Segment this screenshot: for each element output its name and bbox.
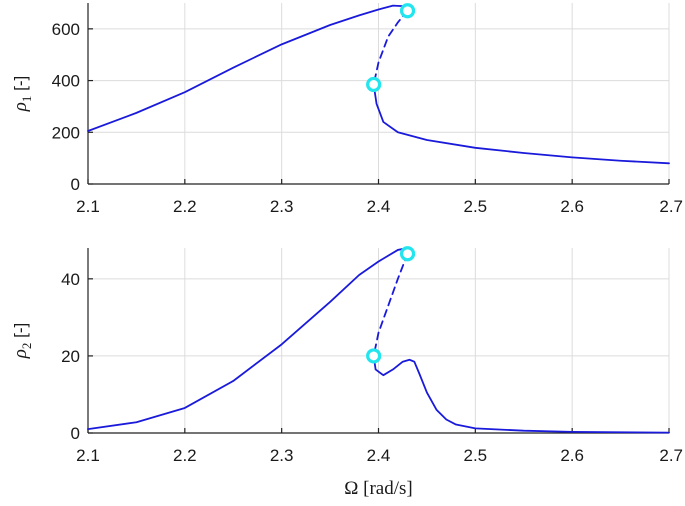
turning-point-marker bbox=[399, 3, 416, 19]
y-tick-label: 0 bbox=[71, 175, 80, 194]
x-tick-label: 2.2 bbox=[173, 197, 197, 216]
x-tick-label: 2.4 bbox=[367, 446, 391, 465]
x-tick-label: 2.6 bbox=[560, 446, 584, 465]
y-axis-label: ρ2 [-] bbox=[10, 323, 34, 359]
y-tick-label: 0 bbox=[71, 424, 80, 443]
unstable-branch-line bbox=[372, 252, 409, 357]
turning-point-marker bbox=[366, 76, 382, 93]
x-tick-label: 2.3 bbox=[270, 197, 294, 216]
x-tick-label: 2.6 bbox=[560, 197, 584, 216]
x-tick-label: 2.7 bbox=[659, 197, 683, 216]
x-tick-label: 2.1 bbox=[76, 446, 100, 465]
x-tick-label: 2.4 bbox=[367, 197, 391, 216]
stable-branch-line bbox=[87, 4, 409, 132]
stable-branch-line bbox=[372, 355, 670, 434]
x-tick-label: 2.2 bbox=[173, 446, 197, 465]
y-tick-label: 40 bbox=[61, 270, 80, 289]
y-axis-label: ρ1 [-] bbox=[10, 76, 34, 112]
x-tick-label: 2.1 bbox=[76, 197, 100, 216]
turning-point-marker bbox=[366, 348, 382, 364]
y-tick-label: 400 bbox=[52, 72, 80, 91]
y-tick-label: 200 bbox=[52, 123, 80, 142]
x-axis-label: Ω [rad/s] bbox=[344, 478, 412, 499]
x-tick-label: 2.5 bbox=[464, 197, 488, 216]
turning-point-marker bbox=[399, 246, 416, 262]
stable-branch-line bbox=[372, 83, 670, 165]
x-tick-label: 2.5 bbox=[464, 446, 488, 465]
stable-branch-line bbox=[87, 247, 409, 431]
y-tick-label: 600 bbox=[52, 20, 80, 39]
bottom-chart: 2.1 2.2 2.3 2.4 2.5 2.6 2.7 0 20 40 ρ2 [-] Ω [rad/s… bbox=[10, 246, 683, 499]
x-tick-label: 2.7 bbox=[659, 446, 683, 465]
top-chart: 2.1 2.2 2.3 2.4 2.5 2.6 2.7 0 200 400 600 ρ1 [-] bbox=[10, 3, 683, 216]
x-tick-label: 2.3 bbox=[270, 446, 294, 465]
unstable-branch-line bbox=[372, 9, 409, 86]
y-tick-label: 20 bbox=[61, 347, 80, 366]
